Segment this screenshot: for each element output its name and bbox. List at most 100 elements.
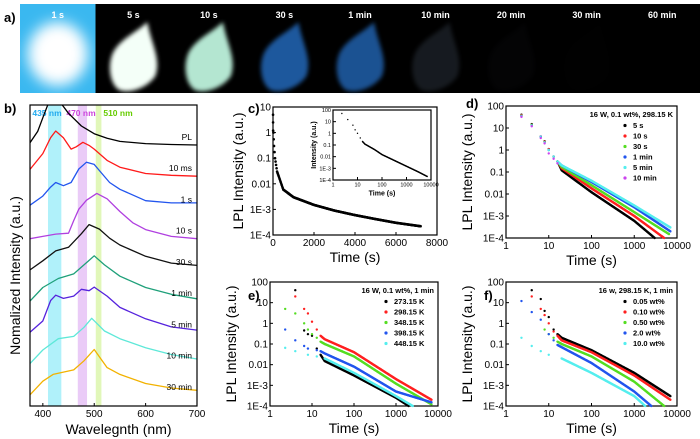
x-tick-label: 1000	[623, 409, 646, 420]
data-point	[669, 226, 672, 229]
x-tick-label: 100	[583, 409, 600, 420]
legend-label: 5 min	[633, 163, 653, 172]
x-axis-label: Time (s)	[330, 249, 381, 265]
data-point	[552, 328, 555, 331]
data-point	[662, 404, 666, 408]
data-point	[543, 313, 546, 317]
data-point	[306, 347, 310, 350]
photo-time-label: 5 s	[127, 10, 140, 20]
y-tick-label: 1E-4	[247, 402, 269, 413]
photo-time-label: 30 s	[276, 10, 294, 20]
x-tick-label: 1	[331, 183, 334, 189]
legend-marker	[384, 331, 388, 335]
photo-frame: 5 s	[95, 4, 172, 93]
data-series-4	[283, 346, 414, 408]
band-label: 435 nm	[32, 108, 62, 118]
data-point	[653, 236, 656, 240]
y-tick-label: 1E-3	[319, 166, 331, 172]
x-tick-label: 8000	[426, 238, 449, 249]
data-point	[272, 131, 275, 134]
data-point	[520, 115, 523, 119]
data-point	[341, 112, 343, 115]
x-tick-label: 10	[354, 183, 360, 189]
data-point	[283, 346, 287, 350]
y-tick-label: 0.01	[485, 190, 505, 201]
data-point	[354, 129, 356, 131]
data-point	[543, 142, 546, 145]
data-point	[552, 157, 555, 160]
data-point	[520, 299, 523, 303]
panel-label-d: d)	[466, 96, 478, 111]
data-point	[302, 329, 306, 332]
glowing-leaf	[487, 22, 535, 92]
data-series-4	[520, 115, 672, 229]
photo-time-label: 60 min	[648, 10, 677, 20]
legend-marker	[623, 310, 627, 314]
data-point	[315, 355, 318, 358]
y-tick-label: 10	[325, 120, 331, 126]
data-point	[426, 175, 428, 178]
photo-time-label: 30 min	[572, 10, 601, 20]
glowing-leaf	[185, 22, 233, 92]
photo-frame: 30 min	[548, 4, 625, 93]
y-tick-label: 10	[493, 124, 505, 135]
data-point	[667, 232, 671, 236]
legend-title: 16 W, 0.1 wt%, 298.15 K	[590, 110, 674, 119]
wavelength-band	[77, 105, 88, 406]
data-point	[539, 297, 542, 301]
data-point	[539, 349, 542, 353]
inset-chart: 1 10 100 1000 10000 100 10 1 0.1 0.01 1E-3 1E-4 Time…	[311, 108, 439, 198]
legend-marker	[384, 320, 388, 325]
y-tick-label: 1E-4	[250, 231, 272, 242]
legend-title: 16 W, 0.1 wt%, 1 min	[361, 286, 434, 295]
x-tick-label: 10000	[663, 409, 691, 420]
x-tick-label: 1	[267, 409, 273, 420]
photo-frame: 1 s	[20, 4, 96, 93]
data-point	[407, 404, 410, 408]
x-axis-label: Time (s)	[329, 420, 380, 436]
data-point	[272, 137, 276, 141]
data-point	[411, 404, 414, 408]
glowing-leaf	[109, 22, 158, 92]
lpl-decay-chart-d: 1 10 100 1000 10000 100 10 1 0.1 0.01 1E-3 1E-4 Time…	[459, 102, 691, 269]
y-axis-label: LPL Intensity (a.u.)	[230, 113, 246, 230]
legend-title: 16 w, 298.15 K, 1 min	[599, 286, 674, 295]
legend-label: 10 s	[633, 132, 648, 141]
x-axis-label: Time (s)	[566, 420, 617, 436]
spectrum-line	[30, 130, 197, 177]
y-tick-label: 0.01	[249, 360, 269, 371]
legend-label: 30 s	[633, 142, 648, 151]
y-tick-label: 1	[498, 319, 504, 330]
glowing-leaf	[563, 22, 611, 92]
data-point	[643, 404, 647, 408]
y-tick-label: 0.1	[254, 340, 268, 351]
data-point	[294, 295, 297, 298]
spectrum-label: 10 s	[176, 226, 192, 236]
data-point	[302, 344, 306, 348]
data-point	[547, 152, 550, 155]
data-series-5	[520, 115, 559, 165]
x-tick-label: 10	[543, 241, 555, 252]
spectrum-label: 10 min	[166, 351, 192, 361]
photo-frame: 10 min	[397, 4, 474, 93]
data-point	[275, 166, 278, 170]
legend-label: 348.15 K	[394, 318, 425, 327]
x-tick-label: 10000	[424, 409, 452, 420]
y-axis-label: LPL Intensity (a.u.)	[459, 286, 475, 403]
y-tick-label: 0.01	[320, 155, 331, 161]
data-point	[273, 156, 277, 160]
y-tick-label: 100	[487, 278, 504, 289]
x-tick-label: 100	[377, 183, 386, 189]
data-point	[306, 332, 310, 336]
spectrum-label: 1 s	[181, 194, 192, 204]
data-point	[650, 404, 653, 408]
data-series-1	[520, 114, 666, 240]
data-point	[302, 307, 306, 311]
photo-time-label: 10 min	[421, 10, 450, 20]
data-point	[669, 394, 672, 398]
data-point	[662, 236, 666, 240]
series-group	[520, 113, 672, 240]
photo-time-label: 1 s	[52, 10, 65, 20]
data-point	[272, 144, 276, 148]
